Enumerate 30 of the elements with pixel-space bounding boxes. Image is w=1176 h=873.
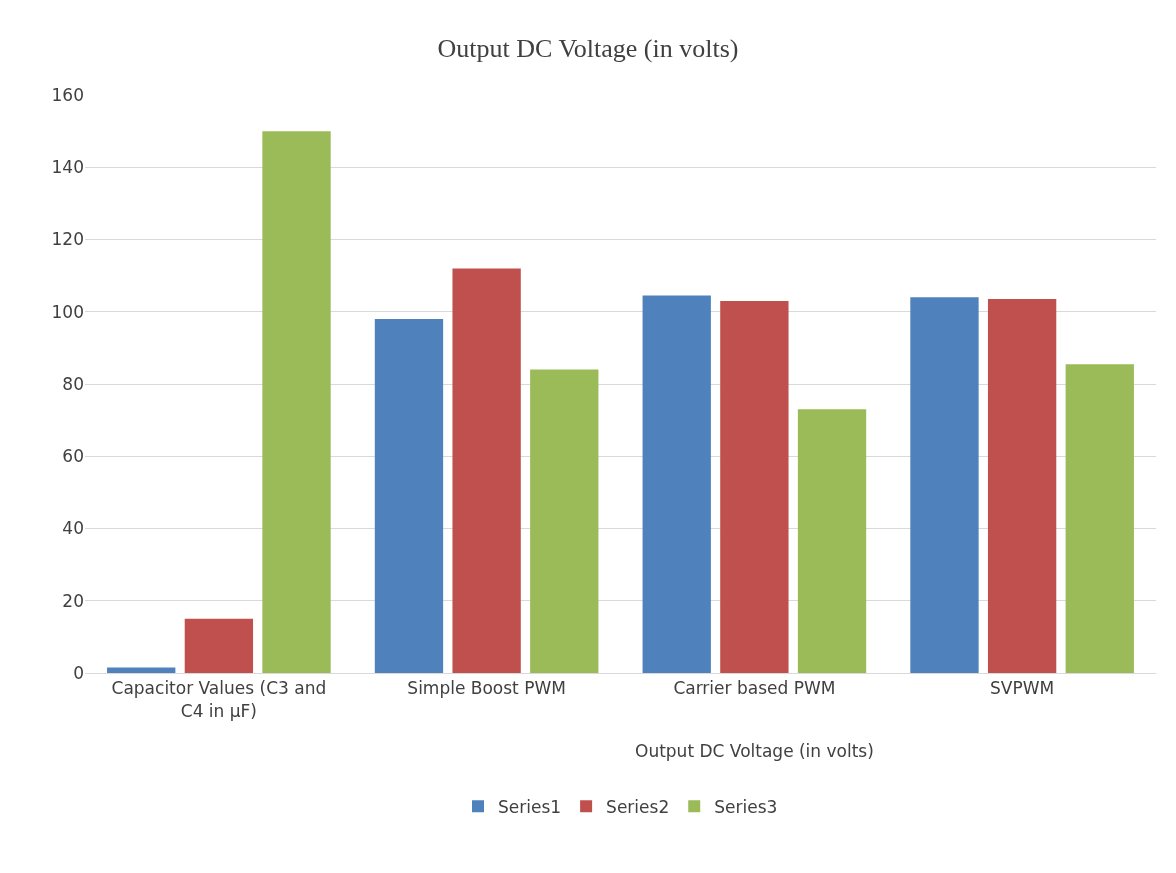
bar bbox=[910, 297, 979, 673]
legend-label: Series2 bbox=[606, 796, 670, 817]
x-tick-label: SVPWM bbox=[990, 678, 1055, 699]
legend-label: Series1 bbox=[498, 796, 562, 817]
y-tick-label: 20 bbox=[62, 590, 84, 611]
y-tick-label: 160 bbox=[51, 84, 84, 105]
x-tick-label: Simple Boost PWM bbox=[407, 678, 566, 699]
y-tick-label: 80 bbox=[62, 373, 84, 394]
chart-title: Output DC Voltage (in volts) bbox=[437, 34, 739, 64]
y-tick-label: 140 bbox=[51, 157, 84, 178]
y-tick-label: 60 bbox=[62, 446, 84, 467]
x-tick-label: Carrier based PWM bbox=[673, 678, 836, 699]
y-tick-label: 0 bbox=[73, 662, 84, 683]
y-tick-label: 120 bbox=[51, 229, 84, 250]
text: Output DC Voltage (in volts) bbox=[635, 741, 874, 761]
bar bbox=[184, 618, 254, 673]
bar bbox=[720, 300, 789, 673]
bar bbox=[797, 409, 867, 673]
y-tick-label: 100 bbox=[51, 301, 84, 322]
bar bbox=[1065, 364, 1134, 673]
bar bbox=[374, 318, 444, 673]
bar bbox=[530, 369, 599, 673]
y-tick-label: 40 bbox=[62, 518, 84, 539]
bar bbox=[642, 295, 711, 673]
legend-label: Series3 bbox=[714, 796, 778, 817]
bar bbox=[987, 299, 1057, 673]
bar bbox=[452, 268, 521, 673]
x-tick-label: Capacitor Values (C3 and C4 in µF) bbox=[111, 678, 327, 721]
bar bbox=[262, 131, 331, 673]
bar bbox=[107, 667, 176, 673]
